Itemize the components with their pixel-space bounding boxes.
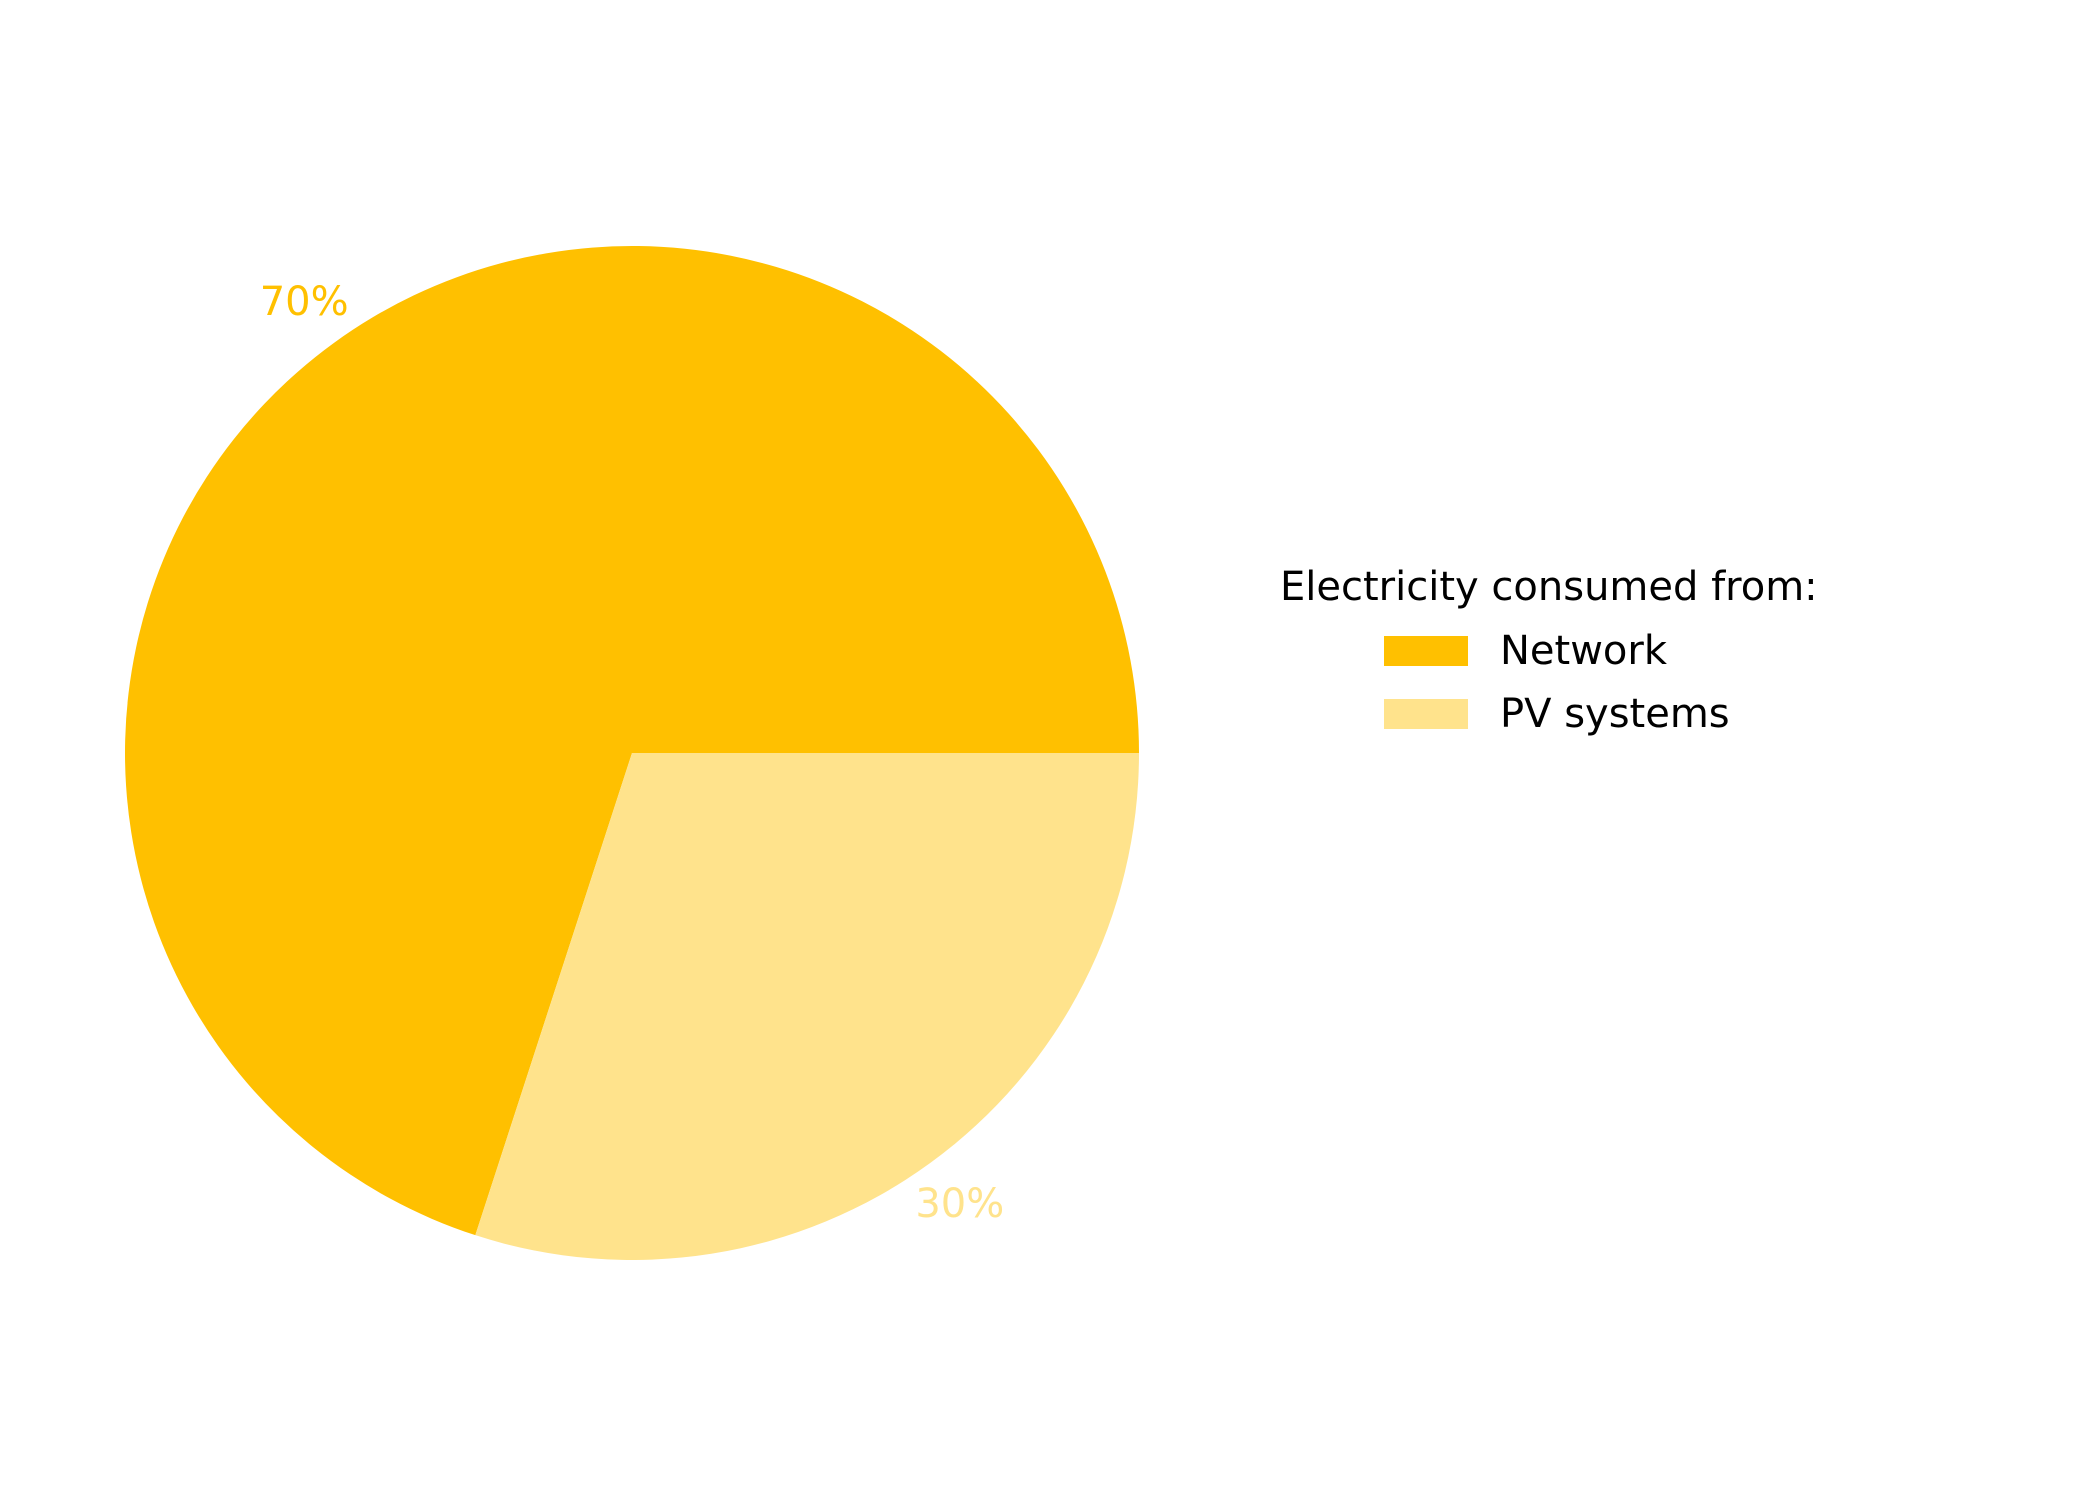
legend-label: Network — [1500, 628, 1668, 674]
legend-item: PV systems — [1384, 691, 1730, 737]
pie-slice-network — [125, 245, 1139, 1236]
legend-title: Electricity consumed from: — [1280, 564, 1818, 610]
pie-slice-pv-systems — [475, 753, 1139, 1260]
slice-percent-labels: 70% 30% — [260, 279, 1005, 1227]
pie-slices — [125, 245, 1139, 1260]
legend-swatch — [1384, 699, 1468, 729]
slice-percent-label: 30% — [915, 1181, 1004, 1227]
legend-label: PV systems — [1500, 691, 1730, 737]
slice-percent-label: 70% — [260, 279, 349, 325]
legend: Electricity consumed from: Network PV sys… — [1280, 564, 1818, 737]
legend-item: Network — [1384, 628, 1668, 674]
legend-swatch — [1384, 636, 1468, 666]
